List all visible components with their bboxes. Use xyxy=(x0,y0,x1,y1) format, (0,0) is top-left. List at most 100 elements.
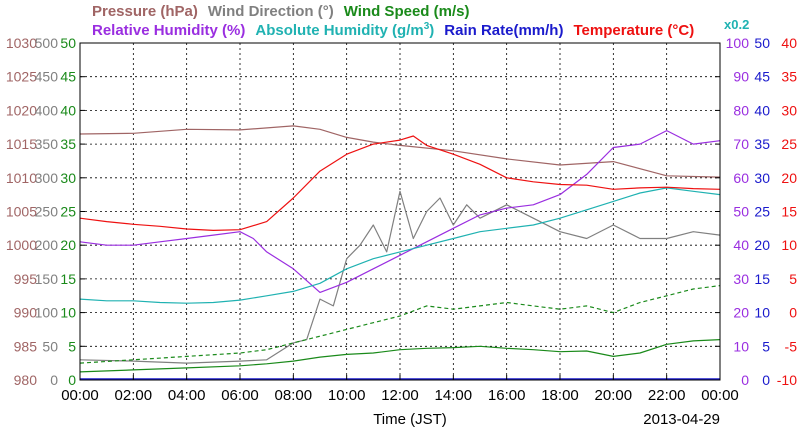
temperature-tick-label: 25 xyxy=(781,136,797,152)
legend-item: Temperature (°C) xyxy=(573,22,694,39)
x-tick-label: 00:00 xyxy=(701,387,739,404)
pressure-tick-label: 1015 xyxy=(6,136,37,152)
right-axes: 0102030405060708090100051015202530354045… xyxy=(726,35,798,388)
wind-speed-tick-label: 35 xyxy=(60,136,76,152)
temperature-tick-label: 40 xyxy=(781,35,797,51)
legend-item: Pressure (hPa) xyxy=(92,3,198,20)
pressure-tick-label: 980 xyxy=(14,372,38,388)
wind-speed-tick-label: 5 xyxy=(68,338,76,354)
wind-speed-tick-label: 20 xyxy=(60,237,76,253)
humidity-tick-label: 90 xyxy=(733,69,749,85)
wind-speed-tick-label: 10 xyxy=(60,305,76,321)
pressure-tick-label: 1020 xyxy=(6,102,37,118)
x-tick-label: 16:00 xyxy=(488,387,526,404)
x02-label: x0.2 xyxy=(724,17,749,32)
wind-direction-tick-label: 200 xyxy=(35,237,59,253)
series-line xyxy=(79,339,721,373)
wind-direction-tick-label: 100 xyxy=(35,305,59,321)
wind-direction-tick-label: 350 xyxy=(35,136,59,152)
series-line xyxy=(79,135,721,231)
legend-item: Wind Direction (°) xyxy=(208,3,334,20)
x-tick-label: 02:00 xyxy=(115,387,153,404)
pressure-tick-label: 1000 xyxy=(6,237,37,253)
rain-rate-tick-label: 20 xyxy=(754,237,770,253)
wind-direction-tick-label: 250 xyxy=(35,204,59,220)
legend-item: Absolute Humidity (g/m3) xyxy=(255,21,434,39)
pressure-tick-label: 1030 xyxy=(6,35,37,51)
x-tick-label: 18:00 xyxy=(541,387,579,404)
x-tick-label: 04:00 xyxy=(168,387,206,404)
humidity-tick-label: 0 xyxy=(741,372,749,388)
temperature-tick-label: 35 xyxy=(781,69,797,85)
wind-direction-tick-label: 50 xyxy=(42,338,58,354)
rain-rate-tick-label: 40 xyxy=(754,102,770,118)
humidity-tick-label: 40 xyxy=(733,237,749,253)
humidity-tick-label: 30 xyxy=(733,271,749,287)
humidity-tick-label: 20 xyxy=(733,305,749,321)
x-tick-label: 14:00 xyxy=(435,387,473,404)
legend-item: Wind Speed (m/s) xyxy=(344,3,470,20)
temperature-tick-label: 5 xyxy=(789,271,797,287)
x-tick-label: 12:00 xyxy=(381,387,419,404)
wind-direction-tick-label: 300 xyxy=(35,170,59,186)
wind-direction-tick-label: 150 xyxy=(35,271,59,287)
temperature-tick-label: 0 xyxy=(789,305,797,321)
left-axes: 9809859909951000100510101015102010251030… xyxy=(6,35,76,388)
pressure-tick-label: 990 xyxy=(14,305,38,321)
wind-speed-tick-label: 0 xyxy=(68,372,76,388)
x-tick-label: 08:00 xyxy=(275,387,313,404)
wind-direction-tick-label: 0 xyxy=(50,372,58,388)
gridlines xyxy=(80,43,720,380)
temperature-tick-label: 10 xyxy=(781,237,797,253)
rain-rate-tick-label: 25 xyxy=(754,204,770,220)
rain-rate-tick-label: 10 xyxy=(754,305,770,321)
rain-rate-tick-label: 35 xyxy=(754,136,770,152)
temperature-tick-label: 30 xyxy=(781,102,797,118)
series-line xyxy=(79,130,721,293)
rain-rate-tick-label: 15 xyxy=(754,271,770,287)
series-line xyxy=(79,190,721,364)
humidity-tick-label: 50 xyxy=(733,204,749,220)
wind-speed-tick-label: 25 xyxy=(60,204,76,220)
series-line xyxy=(79,125,721,178)
x-tick-label: 22:00 xyxy=(648,387,686,404)
legend: Pressure (hPa) Wind Direction (°) Wind Spe… xyxy=(92,3,749,39)
temperature-tick-label: -5 xyxy=(785,338,798,354)
date-label: 2013-04-29 xyxy=(643,411,720,428)
temperature-tick-label: -10 xyxy=(777,372,797,388)
rain-rate-tick-label: 0 xyxy=(762,372,770,388)
rain-rate-tick-label: 45 xyxy=(754,69,770,85)
legend-item: Relative Humidity (%) xyxy=(92,22,245,39)
x-tick-label: 10:00 xyxy=(328,387,366,404)
pressure-tick-label: 1010 xyxy=(6,170,37,186)
rain-rate-tick-label: 30 xyxy=(754,170,770,186)
wind-speed-tick-label: 50 xyxy=(60,35,76,51)
legend-item: Rain Rate(mm/h) xyxy=(444,22,563,39)
humidity-tick-label: 10 xyxy=(733,338,749,354)
x-axis: 00:00 02:00 04:00 06:00 08:00 10:00 12:00 14:00… xyxy=(61,375,739,404)
wind-speed-tick-label: 30 xyxy=(60,170,76,186)
x-tick-label: 20:00 xyxy=(595,387,633,404)
wind-direction-tick-label: 500 xyxy=(35,35,59,51)
temperature-tick-label: 15 xyxy=(781,204,797,220)
x-tick-label: 00:00 xyxy=(61,387,99,404)
wind-speed-tick-label: 40 xyxy=(60,102,76,118)
temperature-tick-label: 20 xyxy=(781,170,797,186)
pressure-tick-label: 1005 xyxy=(6,204,37,220)
wind-speed-tick-label: 45 xyxy=(60,69,76,85)
rain-rate-tick-label: 5 xyxy=(762,338,770,354)
pressure-tick-label: 985 xyxy=(14,338,38,354)
pressure-tick-label: 1025 xyxy=(6,69,37,85)
humidity-tick-label: 60 xyxy=(733,170,749,186)
humidity-tick-label: 100 xyxy=(726,35,750,51)
series-line xyxy=(79,285,721,364)
wind-direction-tick-label: 450 xyxy=(35,69,59,85)
x-tick-label: 06:00 xyxy=(221,387,259,404)
series-line xyxy=(79,187,721,304)
humidity-tick-label: 80 xyxy=(733,102,749,118)
humidity-tick-label: 70 xyxy=(733,136,749,152)
pressure-tick-label: 995 xyxy=(14,271,38,287)
wind-speed-tick-label: 15 xyxy=(60,271,76,287)
x-axis-label: Time (JST) xyxy=(373,411,447,428)
